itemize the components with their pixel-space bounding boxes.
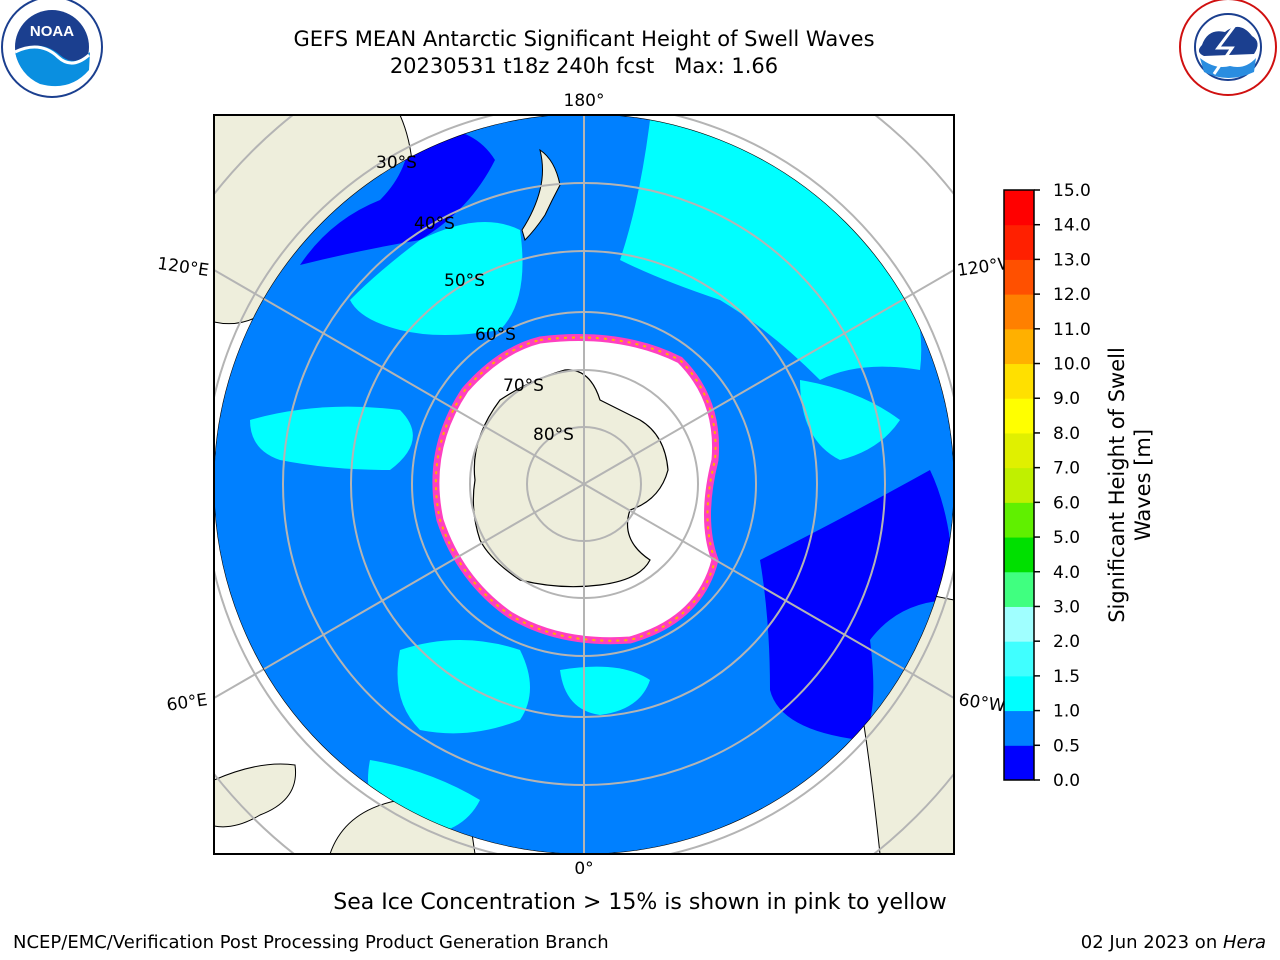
chart-subtitle: 20230531 t18z 240h fcst Max: 1.66 [389, 54, 779, 78]
map-area [214, 115, 954, 854]
colorbar-tick-label: 1.0 [1053, 702, 1080, 722]
colorbar-tick-label: 7.0 [1053, 459, 1080, 479]
noaa-logo-text: NOAA [30, 23, 74, 40]
colorbar-tick-label: 4.0 [1053, 563, 1080, 583]
colorbar-segment [1004, 502, 1034, 538]
map-frame [213, 114, 955, 855]
footer-date-text: 02 Jun 2023 on [1080, 932, 1223, 953]
colorbar-tick-label: 3.0 [1053, 597, 1080, 617]
nws-logo [1179, 0, 1277, 96]
colorbar-tick-label: 5.0 [1053, 528, 1080, 548]
colorbar-tick-label: 11.0 [1053, 320, 1091, 340]
colorbar-tick-label: 2.0 [1053, 632, 1080, 652]
colorbar-tick-label: 0.0 [1053, 771, 1080, 791]
lat-label-70s: 70°S [503, 376, 544, 396]
colorbar-segment [1004, 294, 1034, 330]
colorbar-segment [1004, 398, 1034, 434]
colorbar-tick-label: 12.0 [1053, 285, 1091, 305]
lat-label-50s: 50°S [444, 271, 485, 291]
colorbar-frame [1003, 189, 1035, 781]
noaa-logo: NOAA [1, 0, 103, 98]
colorbar-tick-label: 10.0 [1053, 355, 1091, 375]
colorbar-segment [1004, 571, 1034, 607]
colorbar-segment [1004, 537, 1034, 573]
colorbar-segment [1004, 363, 1034, 399]
colorbar-segment [1004, 675, 1034, 712]
colorbar-segment [1004, 745, 1034, 781]
lon-label-0: 0° [574, 859, 593, 879]
colorbar-segment [1004, 328, 1034, 365]
footer-credit: NCEP/EMC/Verification Post Processing Pr… [13, 932, 609, 953]
lon-label-60w: 60°W [957, 690, 1006, 716]
colorbar-tick-label: 8.0 [1053, 424, 1080, 444]
colorbar-label-line2: Waves [m] [1131, 429, 1155, 541]
colorbar: 0.0 0.5 1.0 1.5 2.0 3.0 4.0 5.0 6.0 7.0 8.0 9.0 10.0… [1003, 181, 1091, 791]
chart-title: GEFS MEAN Antarctic Significant Height o… [293, 27, 875, 51]
lon-label-180: 180° [564, 91, 605, 111]
lon-label-120e: 120°E [156, 254, 210, 281]
sea-ice-note: Sea Ice Concentration > 15% is shown in … [333, 890, 947, 915]
colorbar-tick-label: 15.0 [1053, 181, 1091, 201]
colorbar-segment [1004, 641, 1034, 677]
lat-label-30s: 30°S [376, 153, 417, 173]
graticule [214, 115, 954, 854]
lat-label-40s: 40°S [414, 214, 455, 234]
footer-date: 02 Jun 2023 on Hera [1081, 932, 1266, 953]
colorbar-segment [1004, 190, 1034, 226]
footer-machine: Hera [1222, 932, 1266, 953]
colorbar-tick-label: 1.5 [1053, 667, 1080, 687]
colorbar-segment [1004, 432, 1034, 469]
colorbar-tick-label: 0.5 [1053, 736, 1080, 756]
colorbar-tick-label: 9.0 [1053, 389, 1080, 409]
colorbar-segment [1004, 224, 1034, 260]
colorbar-tick-label: 6.0 [1053, 493, 1080, 513]
lat-label-60s: 60°S [475, 325, 516, 345]
colorbar-segment [1004, 259, 1034, 295]
colorbar-label-line1: Significant Height of Swell [1105, 347, 1129, 623]
colorbar-segment [1004, 710, 1034, 746]
colorbar-segment [1004, 606, 1034, 642]
colorbar-segment [1004, 467, 1034, 503]
lat-label-80s: 80°S [533, 425, 574, 445]
lon-label-60e: 60°E [165, 690, 208, 715]
colorbar-tick-label: 14.0 [1053, 216, 1091, 236]
colorbar-tick-label: 13.0 [1053, 250, 1091, 270]
